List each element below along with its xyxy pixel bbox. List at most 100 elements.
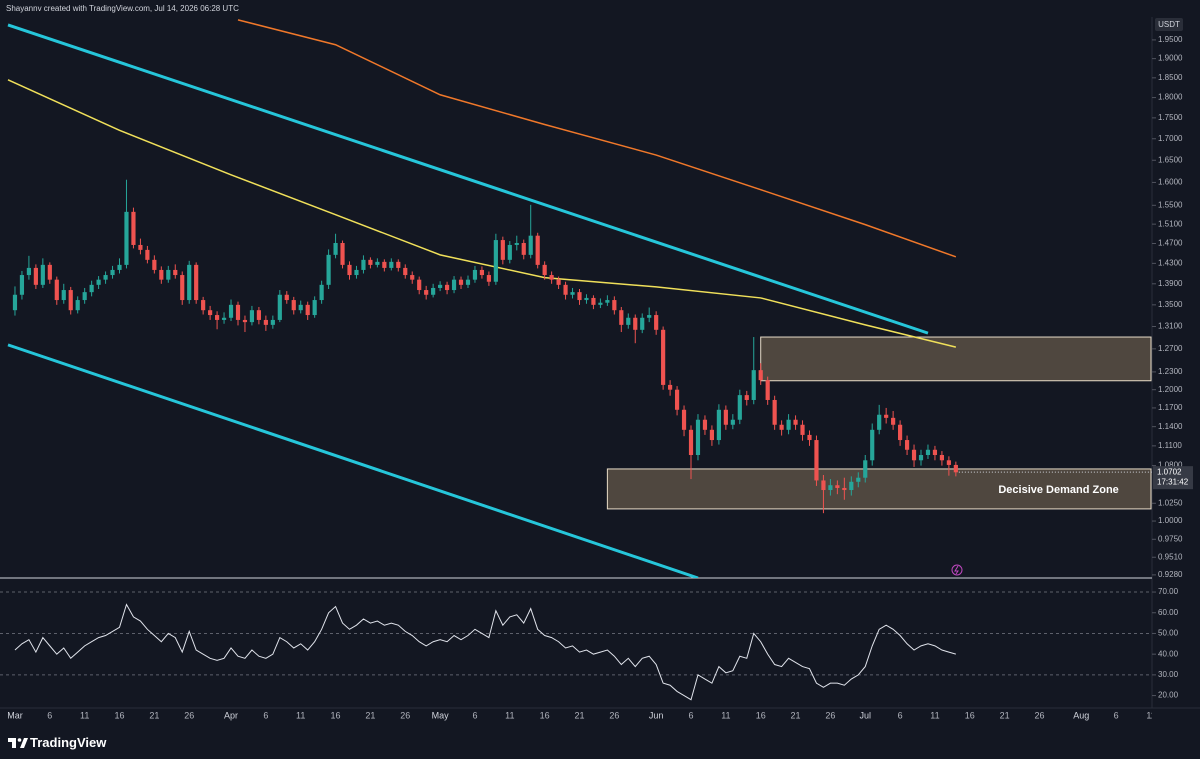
- candle-body: [110, 269, 115, 276]
- x-tick-label: 16: [115, 710, 125, 720]
- candle-body: [166, 269, 171, 280]
- candle-body: [884, 414, 889, 418]
- candle-body: [89, 284, 94, 293]
- x-tick-label: 26: [1034, 710, 1044, 720]
- zone: [760, 336, 1152, 382]
- x-tick-label: 6: [898, 710, 903, 720]
- candle-body: [821, 480, 826, 491]
- candle-body: [228, 304, 234, 318]
- y-tick-label: 1.1100: [1158, 441, 1182, 450]
- y-tick-label: 1.3500: [1158, 300, 1183, 309]
- candle-body: [319, 284, 324, 301]
- candle-body: [891, 417, 896, 425]
- candle-body: [103, 275, 108, 280]
- y-tick-label: 1.2700: [1158, 344, 1183, 353]
- trend-line: [7, 79, 957, 348]
- x-tick-label: 26: [400, 710, 410, 720]
- currency-badge: [1155, 18, 1183, 31]
- candle-body: [403, 267, 408, 276]
- candle-body: [556, 279, 561, 285]
- x-tick-label: 6: [1114, 710, 1119, 720]
- candle-body: [159, 269, 164, 280]
- candle-body: [40, 264, 45, 285]
- candle-body: [96, 279, 101, 285]
- candle-body: [800, 424, 805, 435]
- y-tick-label: 1.5100: [1158, 219, 1183, 228]
- candle-body: [249, 310, 255, 323]
- candle-body: [368, 259, 373, 265]
- rsi-tick-label: 50.00: [1158, 629, 1179, 638]
- y-tick-label: 1.2000: [1158, 385, 1183, 394]
- x-tick-label: 6: [263, 710, 268, 720]
- candle-body: [528, 235, 533, 255]
- candle-body: [458, 279, 464, 285]
- candle-body: [424, 290, 429, 295]
- brand-logo: [8, 738, 28, 748]
- x-tick-label: 16: [540, 710, 550, 720]
- candle-body: [661, 329, 666, 385]
- candle-body: [932, 449, 938, 456]
- candle-body: [772, 399, 777, 425]
- x-tick-label: 11: [721, 710, 730, 720]
- candle-body: [180, 275, 185, 301]
- candle-body: [911, 449, 917, 461]
- zone: [606, 468, 1152, 510]
- y-tick-label: 1.3100: [1158, 322, 1183, 331]
- y-tick-label: 1.7000: [1158, 134, 1183, 143]
- candle-body: [68, 290, 73, 311]
- candle-body: [340, 242, 345, 265]
- y-tick-label: 1.4700: [1158, 239, 1183, 248]
- candle-body: [194, 264, 199, 301]
- x-tick-label: 26: [184, 710, 194, 720]
- candle-body: [542, 264, 547, 276]
- candle-body: [674, 389, 680, 410]
- candle-body: [856, 477, 861, 482]
- candle-body: [284, 294, 289, 301]
- x-tick-label: 16: [965, 710, 975, 720]
- y-tick-label: 1.8500: [1158, 73, 1183, 82]
- candle-body: [591, 297, 596, 305]
- y-tick-label: 1.9000: [1158, 54, 1183, 63]
- candle-body: [584, 297, 589, 301]
- candle-body: [235, 304, 241, 320]
- x-tick-label: 6: [472, 710, 477, 720]
- y-tick-label: 1.0800: [1158, 461, 1183, 470]
- time-axis: Mar 6 11 16 21 26 Apr 6 11 16 21 26 May 6 11 16 21 26 Jun 6…: [7, 710, 1152, 720]
- candle-body: [953, 464, 958, 473]
- candle-body: [842, 487, 847, 491]
- candle-body: [744, 395, 749, 400]
- last-price: 1.0702: [1157, 467, 1182, 476]
- candle-body: [577, 292, 582, 301]
- x-tick-label: 26: [825, 710, 835, 720]
- candle-body: [493, 240, 498, 282]
- candle-body: [904, 440, 910, 450]
- candle-body: [849, 481, 854, 491]
- last-price-box: [1153, 466, 1193, 490]
- x-tick-label: 11: [930, 710, 939, 720]
- x-tick-label: 21: [149, 710, 159, 720]
- candle-body: [221, 317, 227, 320]
- candle-body: [465, 279, 471, 285]
- candle-body: [779, 424, 784, 430]
- x-tick-label: Jul: [859, 710, 871, 720]
- candle-body: [918, 455, 924, 461]
- x-tick-label: Jun: [649, 710, 664, 720]
- candle-body: [201, 300, 206, 311]
- candles: [12, 179, 958, 514]
- candle-body: [124, 211, 129, 265]
- x-tick-label: May: [432, 710, 450, 720]
- candle-body: [737, 395, 742, 420]
- candle-body: [389, 261, 394, 268]
- candle-body: [521, 242, 526, 255]
- x-tick-label: 21: [574, 710, 584, 720]
- x-tick-label: Aug: [1073, 710, 1089, 720]
- candle-body: [814, 440, 819, 481]
- candle-body: [291, 300, 296, 311]
- trend-line: [7, 343, 699, 578]
- alert-icon: [951, 564, 963, 576]
- brand: TradingView: [30, 735, 107, 750]
- candle-body: [870, 429, 875, 461]
- y-tick-label: 1.9500: [1158, 35, 1183, 44]
- y-tick-label: 1.8000: [1158, 93, 1183, 102]
- candle-body: [702, 419, 708, 430]
